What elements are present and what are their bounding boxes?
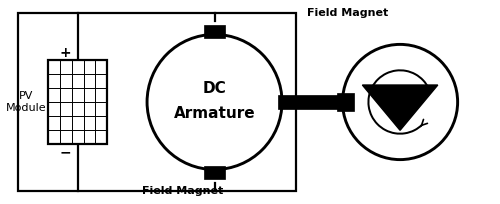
Wedge shape (158, 60, 190, 144)
Circle shape (147, 34, 282, 170)
Bar (204, 24, 226, 38)
Bar (204, 166, 226, 180)
Text: Armature: Armature (174, 106, 256, 121)
Text: +: + (60, 46, 72, 60)
Text: Field Magnet: Field Magnet (142, 186, 224, 196)
Text: PV
Module: PV Module (6, 91, 46, 113)
Bar (336, 93, 354, 111)
Text: −: − (60, 145, 72, 159)
Text: Field Magnet: Field Magnet (307, 8, 388, 18)
Circle shape (342, 44, 458, 160)
Wedge shape (238, 60, 270, 144)
Text: DC: DC (202, 81, 226, 96)
Bar (278, 95, 345, 109)
Bar (18, 13, 296, 191)
Bar (48, 60, 108, 144)
Polygon shape (362, 85, 438, 130)
